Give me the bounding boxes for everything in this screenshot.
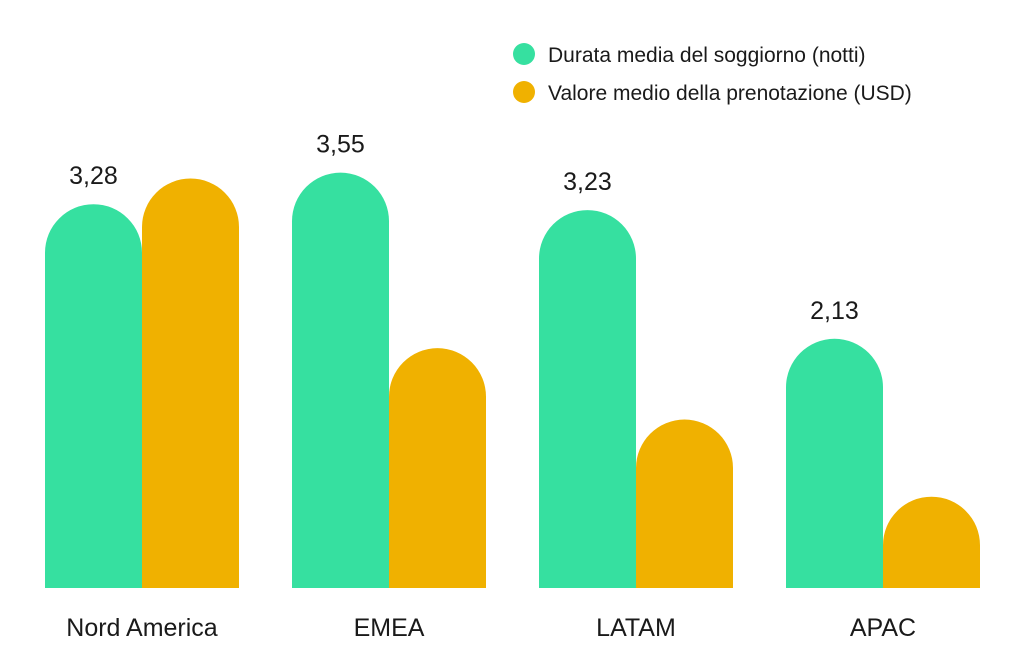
legend: Durata media del soggiorno (notti) Valor… [513, 43, 912, 105]
category-labels-layer: Nord America EMEA LATAM APAC [66, 614, 916, 642]
bars-layer [45, 172, 980, 589]
value-label-nord-america: 3,28 [69, 162, 118, 190]
legend-swatch-series-2 [513, 81, 535, 103]
value-labels-layer: 3,28 3,55 3,23 2,13 [69, 131, 859, 325]
value-label-emea: 3,55 [316, 131, 365, 159]
category-label-nord-america: Nord America [66, 614, 218, 642]
legend-label-series-2: Valore medio della prenotazione (USD) [548, 82, 912, 105]
bar-nord-america-series-1 [45, 204, 142, 588]
bar-apac-series-1 [786, 338, 883, 588]
bar-nord-america-series-2 [142, 178, 239, 588]
legend-swatch-series-1 [513, 43, 535, 65]
legend-item-series-1: Durata media del soggiorno (notti) [513, 43, 866, 67]
category-label-apac: APAC [850, 614, 916, 642]
legend-label-series-1: Durata media del soggiorno (notti) [548, 44, 866, 67]
category-label-latam: LATAM [596, 614, 676, 642]
bar-latam-series-2 [636, 419, 733, 588]
bar-emea-series-2 [389, 348, 486, 588]
value-label-latam: 3,23 [563, 168, 612, 196]
bar-latam-series-1 [539, 210, 636, 589]
category-label-emea: EMEA [354, 614, 425, 642]
value-label-apac: 2,13 [810, 297, 859, 325]
legend-item-series-2: Valore medio della prenotazione (USD) [513, 81, 912, 105]
bar-emea-series-1 [292, 172, 389, 589]
bar-apac-series-2 [883, 496, 980, 588]
